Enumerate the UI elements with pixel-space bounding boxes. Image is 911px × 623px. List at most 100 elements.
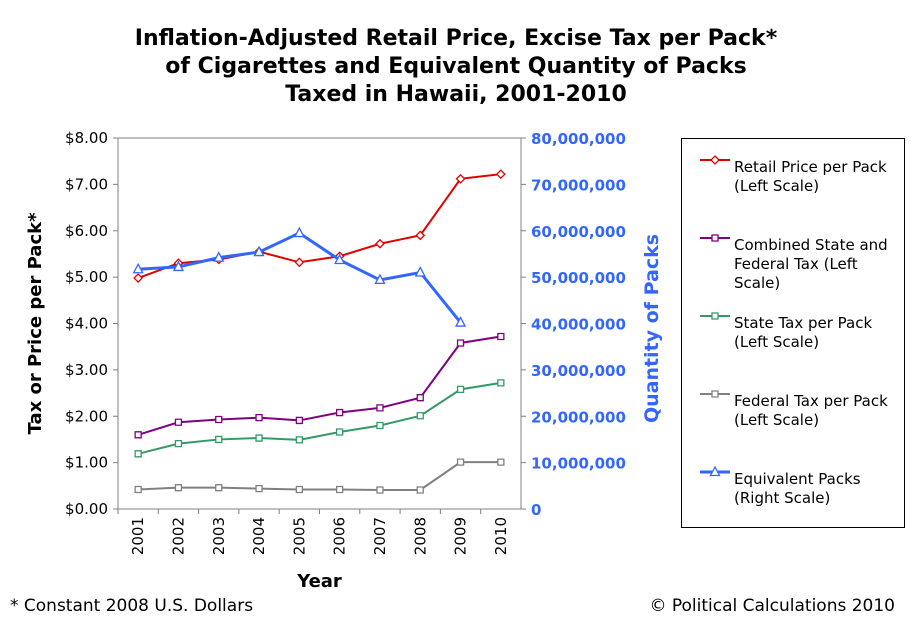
marker: [293, 226, 305, 238]
legend-entry: Combined State and Federal Tax (Left Sca…: [692, 227, 902, 297]
marker: [215, 484, 223, 492]
legend-swatch: [700, 390, 730, 398]
marker: [253, 245, 265, 257]
y2-tick-label: 70,000,000: [531, 176, 626, 194]
legend-entry: State Tax per Pack (Left Scale): [692, 305, 902, 375]
marker: [414, 266, 426, 277]
y2-tick-label: 40,000,000: [531, 316, 626, 334]
marker: [133, 273, 144, 283]
x-tick-label: 2002: [169, 517, 187, 555]
marker: [376, 404, 384, 412]
chart-title: Inflation-Adjusted Retail Price, Excise …: [135, 26, 778, 51]
y-tick-label: $8.00: [65, 129, 108, 147]
marker: [455, 173, 466, 184]
marker: [374, 273, 386, 285]
x-tick-label: 2010: [492, 517, 510, 555]
marker: [134, 431, 142, 439]
y2-tick-label: 20,000,000: [531, 408, 626, 426]
y-tick-label: $3.00: [65, 361, 108, 379]
y2-tick-label: 80,000,000: [531, 130, 626, 148]
marker: [174, 418, 183, 426]
footnote: * Constant 2008 U.S. Dollars: [10, 596, 253, 616]
y-tick-label: $1.00: [65, 454, 108, 472]
marker: [335, 428, 344, 436]
marker: [456, 458, 465, 466]
x-tick-label: 2001: [129, 517, 147, 555]
y-tick-label: $2.00: [65, 407, 108, 425]
y-tick-label: $6.00: [65, 222, 108, 240]
credit: © Political Calculations 2010: [649, 596, 895, 616]
y2-tick-label: 50,000,000: [531, 269, 626, 287]
marker: [709, 465, 721, 477]
marker: [334, 253, 346, 265]
x-tick-label: 2005: [290, 517, 308, 555]
series-line: [137, 335, 502, 436]
marker: [415, 230, 426, 241]
legend-swatch: [700, 465, 730, 477]
marker: [497, 379, 505, 387]
marker: [497, 332, 505, 341]
y-tick-label: $0.00: [65, 500, 108, 518]
legend-label: State Tax per Pack (Left Scale): [734, 314, 873, 351]
marker: [335, 408, 344, 417]
marker: [711, 234, 719, 242]
marker: [215, 435, 223, 444]
marker: [376, 486, 384, 494]
legend-swatch: [700, 312, 730, 320]
legend-label: Federal Tax per Pack (Left Scale): [734, 392, 888, 429]
marker: [255, 413, 263, 422]
marker: [295, 436, 304, 444]
marker: [456, 339, 465, 347]
marker: [711, 312, 719, 320]
series-line: [137, 381, 502, 455]
legend: Retail Price per Pack (Left Scale) Combin…: [681, 138, 905, 528]
legend-swatch: [700, 155, 730, 165]
marker: [174, 484, 183, 492]
x-tick-label: 2004: [250, 517, 268, 555]
marker: [134, 450, 142, 458]
y-tick-label: $5.00: [65, 268, 108, 286]
series-line: [138, 231, 462, 324]
marker: [376, 421, 384, 430]
marker: [710, 155, 720, 165]
marker: [172, 260, 185, 272]
marker: [255, 434, 263, 442]
marker: [295, 416, 304, 425]
marker: [294, 257, 305, 268]
marker: [255, 484, 263, 493]
chart-title: Taxed in Hawaii, 2001-2010: [285, 82, 627, 107]
marker: [215, 415, 223, 424]
x-tick-label: 2003: [210, 517, 228, 555]
y2-tick-label: 30,000,000: [531, 362, 626, 380]
legend-label: Equivalent Packs (Right Scale): [734, 470, 861, 507]
marker: [456, 385, 465, 394]
y-tick-label: $4.00: [65, 315, 108, 333]
marker: [134, 485, 142, 494]
marker: [711, 390, 719, 398]
x-tick-label: 2007: [371, 517, 389, 555]
y2-tick-label: 0: [531, 501, 541, 519]
legend-entry: Federal Tax per Pack (Left Scale): [692, 383, 902, 453]
x-axis-label: Year: [296, 571, 342, 592]
x-tick-label: 2009: [452, 517, 470, 555]
legend-entry: Equivalent Packs (Right Scale): [692, 461, 902, 531]
y-axis-label: Tax or Price per Pack*: [25, 212, 46, 435]
series-line: [138, 461, 501, 491]
marker: [495, 169, 506, 180]
marker: [416, 394, 424, 402]
y2-tick-label: 10,000,000: [531, 455, 626, 473]
y2-tick-label: 60,000,000: [531, 223, 626, 241]
legend-entry: Retail Price per Pack (Left Scale): [692, 149, 902, 219]
legend-label: Retail Price per Pack (Left Scale): [734, 158, 887, 195]
x-tick-label: 2008: [411, 517, 429, 555]
chart-title: of Cigarettes and Equivalent Quantity of…: [165, 54, 746, 79]
legend-label: Combined State and Federal Tax (Left Sca…: [734, 236, 888, 292]
marker: [416, 486, 424, 494]
marker: [416, 412, 424, 420]
marker: [295, 485, 304, 494]
legend-swatch: [700, 234, 730, 242]
marker: [213, 251, 225, 262]
marker: [335, 485, 344, 494]
